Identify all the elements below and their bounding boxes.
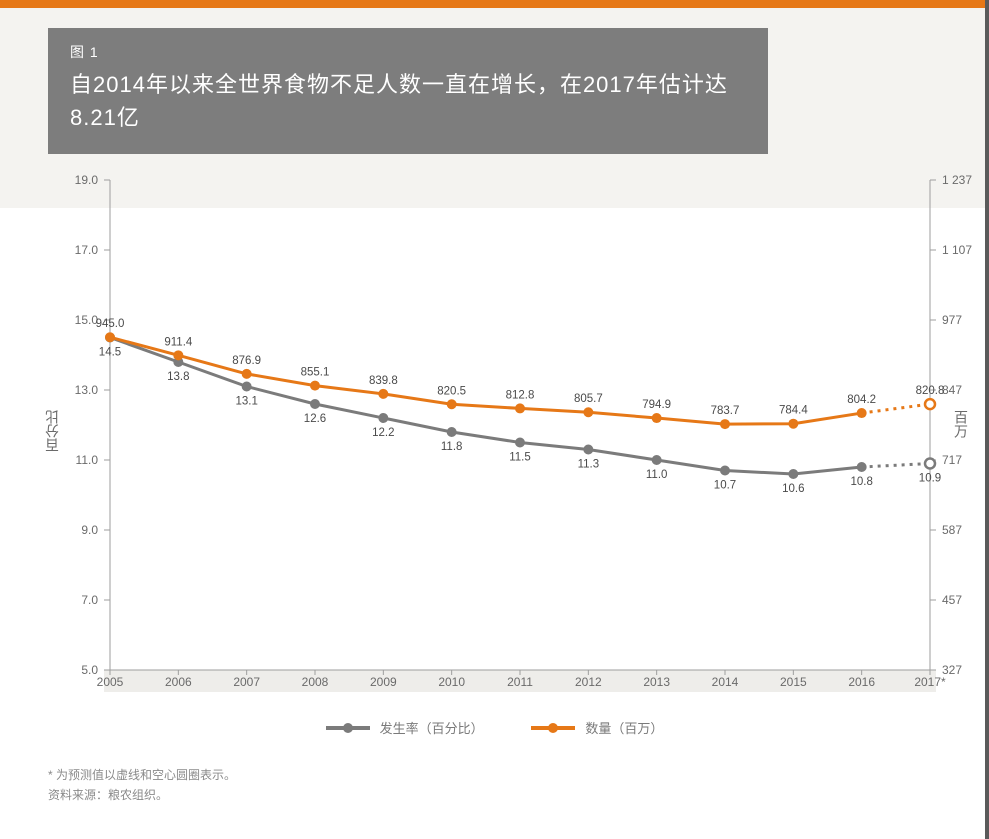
svg-text:847: 847 [942,383,962,397]
svg-text:945.0: 945.0 [96,318,125,330]
svg-text:7.0: 7.0 [81,593,98,607]
legend-item-rate: 发生率（百分比） [326,718,484,737]
svg-text:1 107: 1 107 [942,243,972,257]
svg-text:2008: 2008 [302,675,329,689]
svg-text:10.6: 10.6 [782,483,804,495]
svg-text:805.7: 805.7 [574,393,603,405]
y-axis-right-label: 百万 [951,410,971,438]
svg-text:2013: 2013 [643,675,670,689]
svg-text:17.0: 17.0 [75,243,99,257]
svg-text:839.8: 839.8 [369,375,398,387]
svg-text:12.2: 12.2 [372,427,394,439]
svg-text:11.5: 11.5 [509,452,531,464]
svg-text:2014: 2014 [712,675,739,689]
svg-text:783.7: 783.7 [711,405,740,417]
figure-title: 自2014年以来全世界食物不足人数一直在增长，在2017年估计达8.21亿 [70,68,746,134]
top-accent-bar [0,0,989,8]
svg-text:784.4: 784.4 [779,405,808,417]
svg-text:2009: 2009 [370,675,397,689]
svg-text:2012: 2012 [575,675,602,689]
svg-text:457: 457 [942,593,962,607]
svg-text:2005: 2005 [97,675,124,689]
legend-item-count: 数量（百万） [531,718,663,737]
chart-container: 5.07.09.011.013.015.017.019.032745758771… [0,150,985,750]
svg-text:911.4: 911.4 [164,336,193,348]
footnotes: * 为预测值以虚线和空心圆圈表示。 资料来源：粮农组织。 [48,765,236,806]
legend-swatch-rate [326,721,370,735]
svg-text:2010: 2010 [438,675,465,689]
svg-text:11.0: 11.0 [646,469,668,481]
svg-text:717: 717 [942,453,962,467]
svg-text:794.9: 794.9 [642,399,671,411]
legend-label-rate: 发生率（百分比） [380,718,484,737]
svg-text:2015: 2015 [780,675,807,689]
svg-text:10.9: 10.9 [919,473,941,485]
svg-text:19.0: 19.0 [75,173,99,187]
svg-text:14.5: 14.5 [99,347,121,359]
svg-text:1 237: 1 237 [942,173,972,187]
svg-text:876.9: 876.9 [232,355,261,367]
svg-text:587: 587 [942,523,962,537]
svg-text:812.8: 812.8 [506,389,535,401]
svg-text:2017*: 2017* [914,675,946,689]
footnote-source: 资料来源：粮农组织。 [48,785,236,805]
legend-label-count: 数量（百万） [585,718,663,737]
footnote-projection: * 为预测值以虚线和空心圆圈表示。 [48,765,236,785]
svg-text:2016: 2016 [848,675,875,689]
svg-text:804.2: 804.2 [847,394,876,406]
legend-swatch-count [531,721,575,735]
svg-text:820.8: 820.8 [916,385,945,397]
figure-header: 图 1 自2014年以来全世界食物不足人数一直在增长，在2017年估计达8.21… [48,28,768,154]
svg-text:10.8: 10.8 [850,476,872,488]
svg-text:13.1: 13.1 [235,396,257,408]
svg-text:977: 977 [942,313,962,327]
svg-text:9.0: 9.0 [81,523,98,537]
figure-label: 图 1 [70,42,746,62]
svg-text:12.6: 12.6 [304,413,326,425]
svg-text:11.8: 11.8 [441,441,463,453]
svg-text:10.7: 10.7 [714,480,736,492]
svg-text:2011: 2011 [507,675,533,689]
svg-text:11.3: 11.3 [578,459,600,471]
chart-legend: 发生率（百分比） 数量（百万） [0,718,989,738]
svg-text:11.0: 11.0 [76,453,99,467]
svg-text:820.5: 820.5 [437,385,466,397]
svg-text:13.0: 13.0 [75,383,99,397]
line-chart: 5.07.09.011.013.015.017.019.032745758771… [0,150,985,710]
y-axis-left-label: 百分比 [42,410,62,452]
right-side-bar [985,0,989,839]
svg-text:2007: 2007 [233,675,260,689]
svg-text:855.1: 855.1 [301,367,330,379]
svg-text:13.8: 13.8 [167,371,189,383]
svg-text:2006: 2006 [165,675,192,689]
